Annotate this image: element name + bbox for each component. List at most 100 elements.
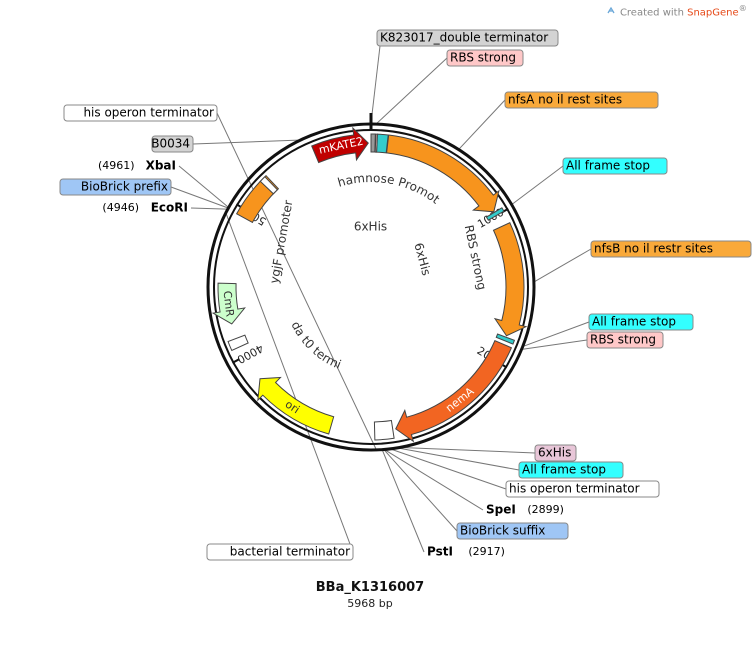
feature-label-group[interactable]: B0034 xyxy=(151,135,194,153)
label-leader-line xyxy=(392,449,507,490)
feature-nfsa[interactable] xyxy=(386,134,500,213)
inner-label: ygjF promoter xyxy=(267,199,295,285)
label-leader-line xyxy=(385,449,484,511)
feature-label-group[interactable]: All frame stop xyxy=(562,157,668,175)
feature-label-text: nfsA no il rest sites xyxy=(508,93,622,107)
tick-mark xyxy=(231,358,240,364)
feature-label-group[interactable]: bacterial terminator xyxy=(206,543,354,561)
feature-label-box xyxy=(456,522,569,540)
feature-label-group[interactable]: nfsB no il restr sites xyxy=(590,240,752,258)
feature-label-box xyxy=(518,461,624,479)
feature-label-box xyxy=(59,178,172,196)
label-leader-line xyxy=(512,165,564,205)
label-leader-line xyxy=(216,112,378,452)
feature-label-text: All frame stop xyxy=(592,315,676,329)
plasmid-length: 5968 bp xyxy=(347,597,393,610)
feature-label-box xyxy=(590,240,752,258)
feature-label-text: bacterial terminator xyxy=(230,545,350,559)
feature-label-box xyxy=(376,29,559,47)
feature-label-group[interactable]: SpeI (2899) xyxy=(486,503,564,517)
label-leader-line xyxy=(399,447,520,471)
feature-mkate2[interactable] xyxy=(311,126,369,164)
feature-label-group[interactable]: RBS strong xyxy=(586,331,664,349)
feature-label-group[interactable]: K823017_double terminator xyxy=(376,29,559,47)
label-leader-line xyxy=(384,450,458,532)
label-leader-line xyxy=(192,139,299,145)
watermark-mark: ® xyxy=(738,3,747,13)
feature-label-box xyxy=(446,49,524,67)
feature-label-box xyxy=(586,331,664,349)
feature-cyan-1[interactable] xyxy=(376,133,389,154)
feature-label-text: All frame stop xyxy=(522,463,606,477)
feature-label-group[interactable]: nfsA no il rest sites xyxy=(504,91,659,109)
feature-label-group[interactable]: All frame stop xyxy=(518,461,624,479)
label-leader-line xyxy=(523,321,590,347)
watermark-prefix: Created with xyxy=(619,7,684,19)
label-leader-line xyxy=(178,165,229,208)
feature-label-group[interactable]: PstI (2917) xyxy=(427,545,505,559)
feature-label-text: nfsB no il restr sites xyxy=(594,242,713,256)
feature-label-text: SpeI xyxy=(486,503,516,517)
feature-label-text: RBS strong xyxy=(590,333,656,347)
feature-label-text: All frame stop xyxy=(566,159,650,173)
label-leader-line xyxy=(522,339,588,350)
feature-label-text: PstI xyxy=(427,545,453,559)
feature-k823017[interactable] xyxy=(370,133,376,153)
feature-ori[interactable] xyxy=(257,376,335,435)
feature-labels: K823017_double terminator RBS strong nfsA … xyxy=(59,29,752,561)
feature-label-text: his operon terminator xyxy=(509,482,640,496)
feature-label-text: RBS strong xyxy=(450,51,516,65)
feature-label-group[interactable]: 6xHis xyxy=(534,444,577,462)
feature-label-text: his operon terminator xyxy=(83,106,214,120)
feature-stop-1[interactable] xyxy=(485,207,505,221)
feature-label-text: XbaI xyxy=(146,159,176,173)
watermark: Created with SnapGene® xyxy=(606,3,747,18)
feature-label-group[interactable]: BioBrick suffix xyxy=(456,522,569,540)
feature-stop-2[interactable] xyxy=(495,333,516,345)
feature-label-text: B0034 xyxy=(151,137,190,151)
feature-label-group[interactable]: XbaI (4961) xyxy=(98,159,176,173)
inner-label: RBS strong xyxy=(462,224,489,291)
feature-label-group[interactable]: RBS strong xyxy=(446,49,524,67)
feature-term-box-3[interactable] xyxy=(373,419,395,441)
label-leader-line xyxy=(224,211,354,553)
feature-nfsb[interactable] xyxy=(492,222,528,337)
feature-label-box xyxy=(588,313,694,331)
site-position: (4946) xyxy=(102,201,139,214)
label-leader-line xyxy=(404,447,536,454)
label-leaders xyxy=(170,45,592,553)
feature-label-group[interactable]: All frame stop xyxy=(588,313,694,331)
feature-label-box xyxy=(63,104,218,122)
feature-label-box xyxy=(151,135,194,153)
label-leader-line xyxy=(382,450,425,553)
feature-label-box xyxy=(504,91,659,109)
inner-label: lambda t0 terminator xyxy=(0,0,343,372)
feature-label-box xyxy=(562,157,668,175)
inner-label: 6xHis xyxy=(354,220,387,234)
label-leader-line xyxy=(370,45,381,124)
feature-term-box-1[interactable] xyxy=(227,334,249,352)
site-position: (2917) xyxy=(468,545,505,558)
feature-label-box xyxy=(505,480,660,498)
feature-label-box xyxy=(206,543,354,561)
feature-label-group[interactable]: his operon terminator xyxy=(63,104,218,122)
feature-cmr[interactable] xyxy=(211,282,246,325)
feature-label-group[interactable]: BioBrick prefix xyxy=(59,178,172,196)
feature-label-group[interactable]: his operon terminator xyxy=(505,480,660,498)
feature-label-group[interactable]: EcoRI (4946) xyxy=(102,201,188,215)
inner-label-text: lambda t0 terminator xyxy=(0,0,343,372)
feature-label-text: BioBrick prefix xyxy=(81,180,168,194)
site-position: (4961) xyxy=(98,159,135,172)
feature-nema[interactable] xyxy=(395,339,513,443)
feature-term-box-2[interactable] xyxy=(259,176,279,195)
snapgene-logo-icon xyxy=(607,7,615,14)
plasmid-name: BBa_K1316007 xyxy=(315,580,425,595)
watermark-brand: SnapGene xyxy=(687,7,739,19)
feature-label-text: EcoRI xyxy=(151,201,188,215)
inner-label: 6xHis xyxy=(411,241,433,277)
feature-label-text: BioBrick suffix xyxy=(460,524,545,538)
